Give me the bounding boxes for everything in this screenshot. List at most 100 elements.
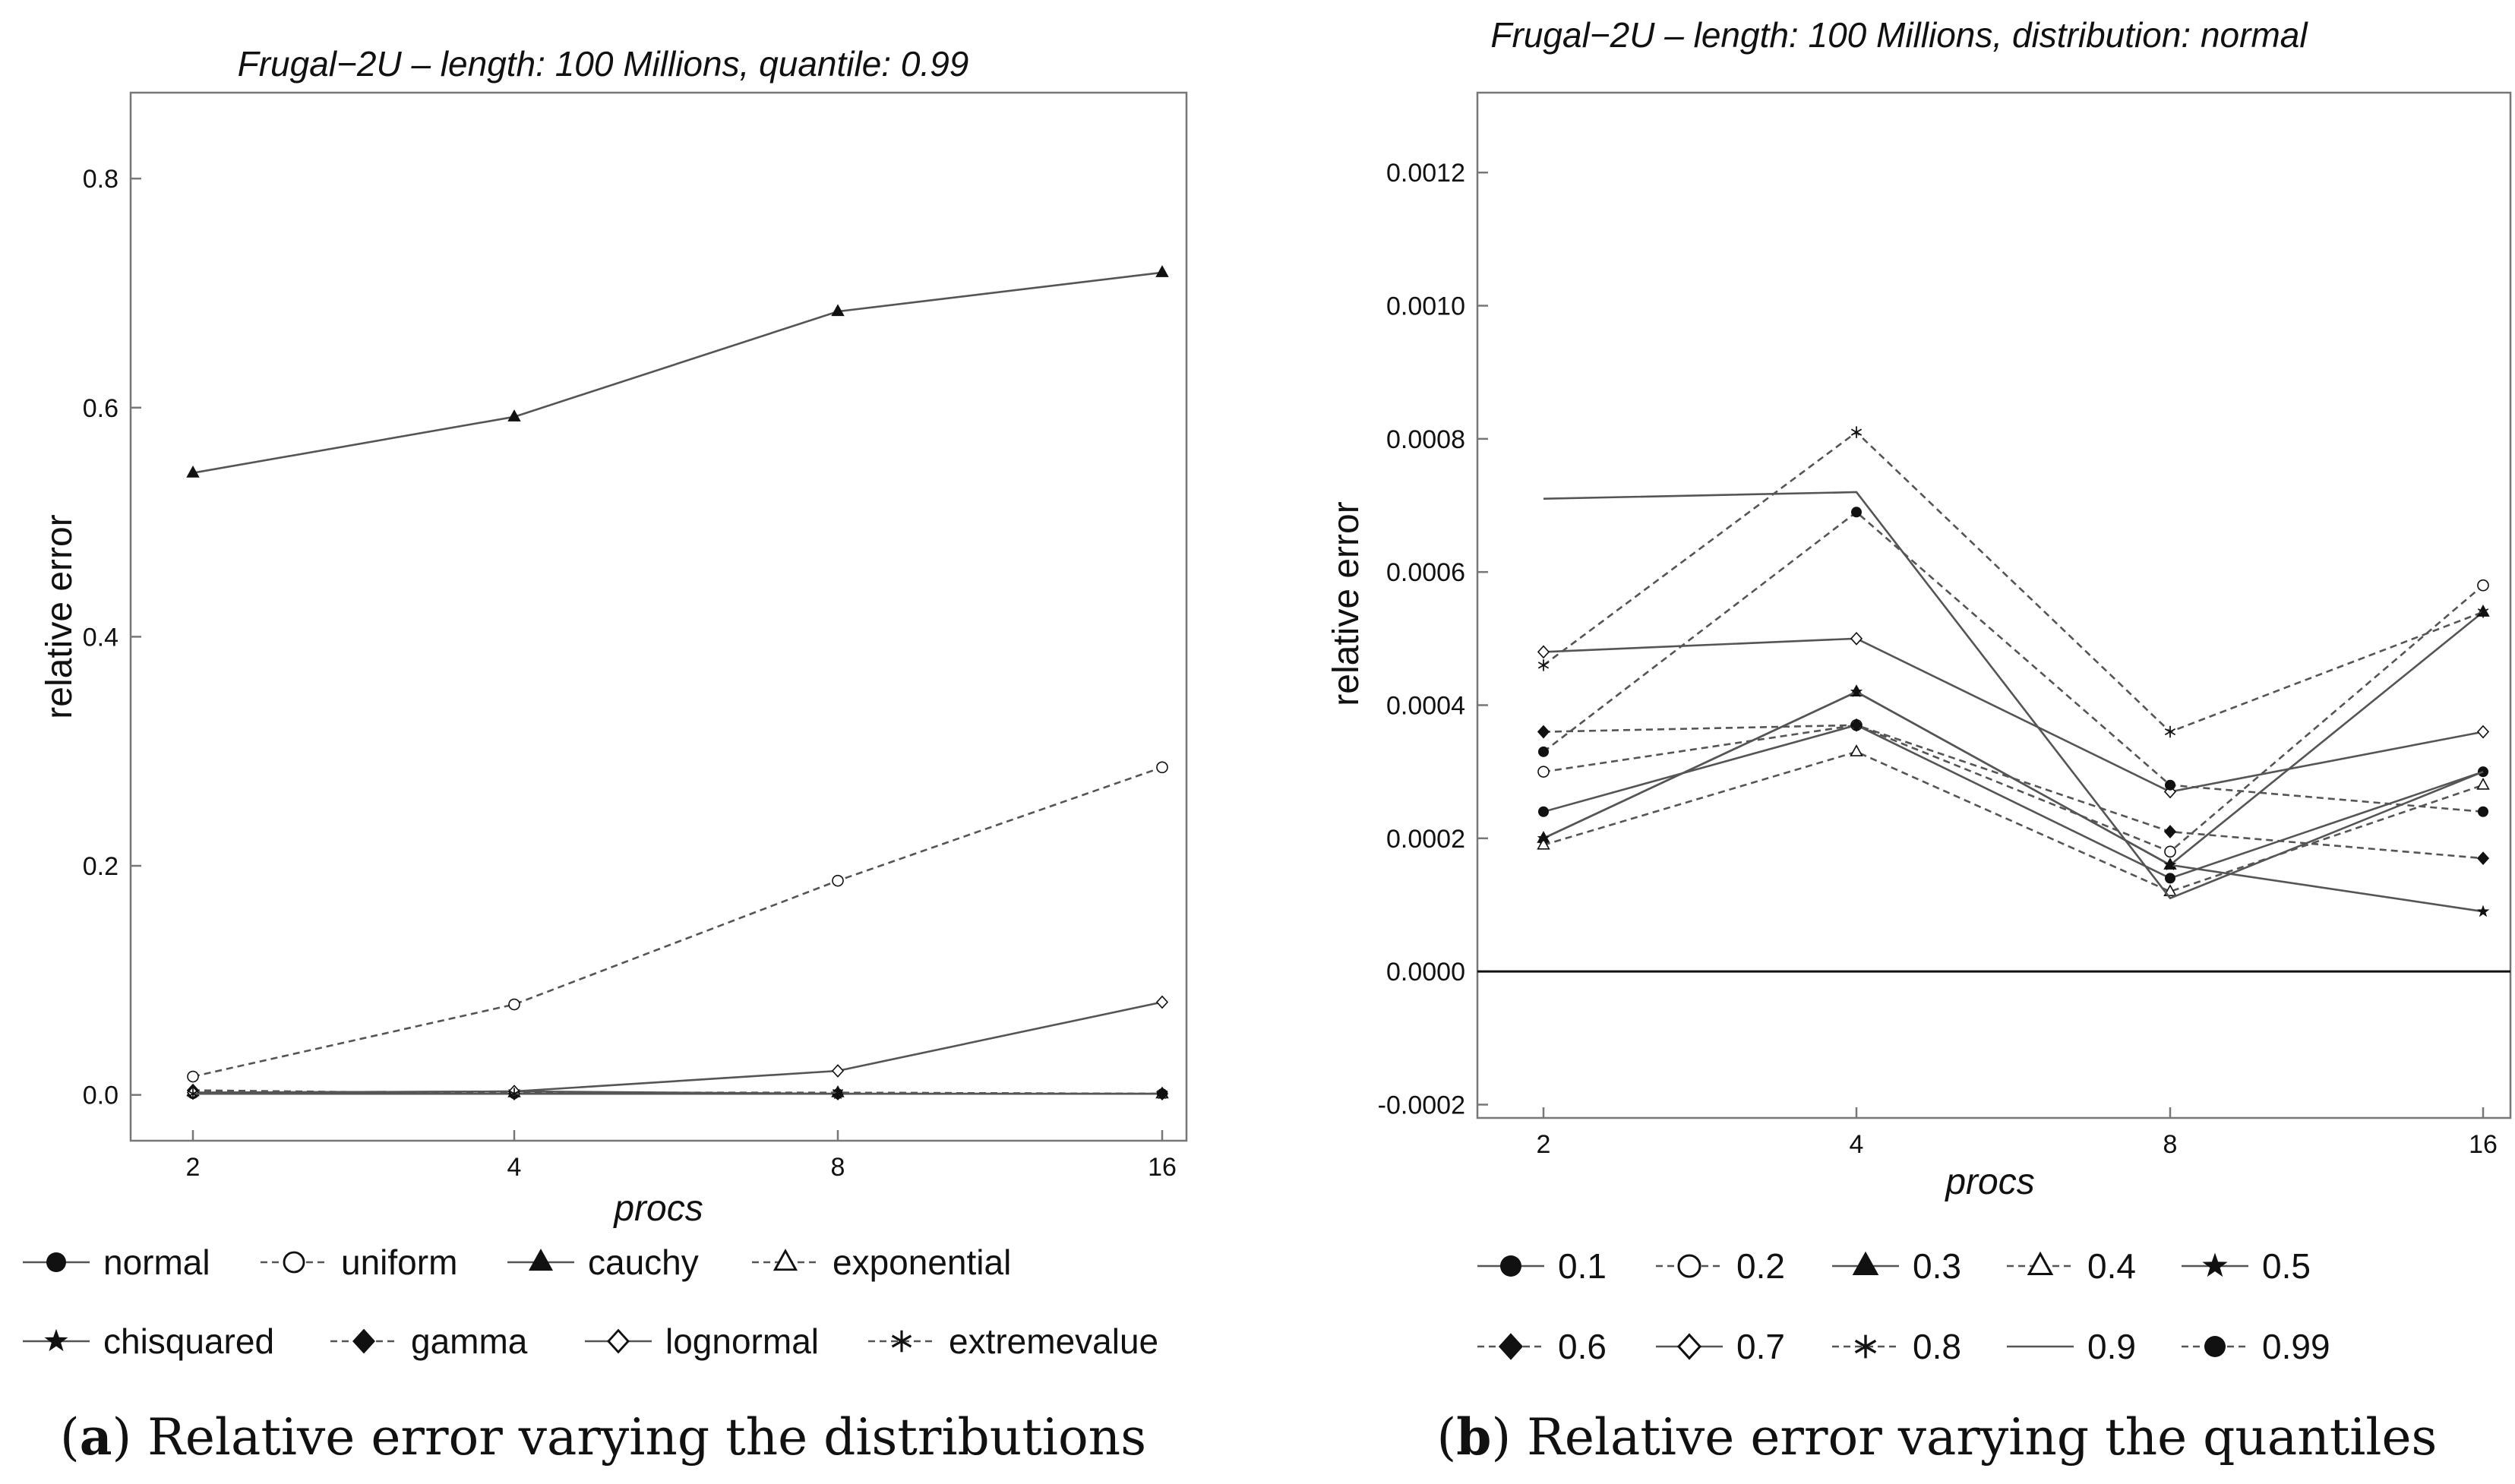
data-point xyxy=(2476,777,2490,790)
data-point xyxy=(2163,825,2177,838)
data-point xyxy=(831,1064,845,1078)
data-point xyxy=(508,1088,520,1100)
legend-item: extremevalue xyxy=(868,1321,1158,1361)
legend-label: 0.1 xyxy=(1558,1246,1607,1286)
legend-label: 0.5 xyxy=(2262,1246,2311,1286)
series-lognormal xyxy=(186,995,1169,1100)
series-line xyxy=(1543,491,2484,900)
series-line xyxy=(1543,611,2484,867)
legend-label: cauchy xyxy=(588,1242,699,1282)
data-point xyxy=(1537,659,1550,671)
series-extremevalue xyxy=(187,1086,1168,1100)
legend-marker xyxy=(1677,1254,1701,1278)
series-line xyxy=(1543,637,2484,793)
legend-marker xyxy=(44,1328,68,1352)
legend-item: 0.7 xyxy=(1656,1327,1785,1366)
panel-b-plot-frame xyxy=(1476,91,2512,1119)
legend-marker xyxy=(2204,1336,2226,1357)
legend-item: exponential xyxy=(752,1242,1011,1282)
legend-item: 0.8 xyxy=(1832,1327,1961,1366)
legend-item: uniform xyxy=(261,1242,457,1282)
panel-b: Frugal−2U – length: 100 Millions, distri… xyxy=(1326,15,2512,1467)
data-point xyxy=(832,874,844,887)
legend-marker xyxy=(2202,1252,2228,1277)
panel-a-caption-label: a xyxy=(80,1407,112,1467)
legend-marker xyxy=(1676,1333,1702,1360)
panel-a: Frugal−2U – length: 100 Millions, quanti… xyxy=(23,44,1188,1467)
panel-b-ylabel: relative error xyxy=(1326,501,1367,706)
legend-item: 0.9 xyxy=(2007,1327,2136,1366)
panel-b-x-ticks: 2 4 8 16 xyxy=(1537,1107,2498,1159)
x-tick-label: 8 xyxy=(2163,1130,2178,1159)
data-point xyxy=(1850,744,1863,756)
legend-item: gamma xyxy=(330,1321,528,1361)
series-0.8 xyxy=(1537,426,2489,738)
legend-label: 0.8 xyxy=(1913,1327,1961,1366)
data-point xyxy=(1537,837,1550,850)
y-tick-label: -0.0002 xyxy=(1378,1091,1465,1119)
data-point xyxy=(1850,426,1863,438)
data-point xyxy=(1538,746,1549,757)
y-tick-label: 0.0000 xyxy=(1386,958,1465,987)
legend-marker xyxy=(607,1328,630,1354)
y-tick-label: 0.4 xyxy=(83,623,118,652)
data-point xyxy=(507,409,521,422)
y-tick-label: 0.2 xyxy=(83,852,118,881)
data-point xyxy=(1156,1088,1168,1100)
y-tick-label: 0.0006 xyxy=(1386,558,1465,587)
series-line xyxy=(1543,510,2484,813)
data-point xyxy=(508,998,520,1011)
data-point xyxy=(831,304,845,317)
panel-b-series xyxy=(1537,426,2490,917)
legend-label: 0.4 xyxy=(2087,1246,2136,1286)
legend-label: lognormal xyxy=(665,1321,819,1361)
series-line xyxy=(192,271,1163,474)
series-line xyxy=(1543,431,2484,734)
data-point xyxy=(1537,725,1550,739)
panel-b-caption: (b) Relative error varying the quantiles xyxy=(1437,1407,2438,1467)
y-tick-label: 0.0002 xyxy=(1386,825,1465,854)
data-point xyxy=(2477,606,2489,618)
legend-item: 0.99 xyxy=(2182,1327,2330,1366)
panel-b-xlabel: procs xyxy=(1944,1162,2034,1202)
panel-a-ylabel: relative error xyxy=(39,514,80,718)
y-tick-label: 0.6 xyxy=(83,394,118,423)
legend-marker xyxy=(1852,1251,1879,1276)
data-point xyxy=(2476,905,2490,917)
legend-label: 0.7 xyxy=(1736,1327,1785,1366)
legend-label: normal xyxy=(103,1242,210,1282)
legend-label: 0.99 xyxy=(2262,1327,2330,1366)
legend-item: 0.5 xyxy=(2182,1246,2311,1286)
panel-a-y-ticks: 0.0 0.2 0.4 0.6 0.8 xyxy=(83,165,141,1110)
legend-item: 0.2 xyxy=(1656,1246,1785,1286)
series-line xyxy=(192,1001,1163,1094)
data-point xyxy=(2163,785,2177,799)
data-point xyxy=(187,1088,199,1100)
legend-label: 0.6 xyxy=(1558,1327,1607,1366)
panel-b-legend: 0.1 0.2 0.3 0.4 0.5 0.6 0.7 0.8 0.9 0.99 xyxy=(1477,1246,2330,1366)
series-0.4 xyxy=(1537,744,2490,896)
series-line xyxy=(1543,724,2484,860)
series-uniform xyxy=(187,761,1168,1083)
data-point xyxy=(1850,718,1863,732)
panel-b-title: Frugal−2U – length: 100 Millions, distri… xyxy=(1490,15,2308,55)
data-point xyxy=(2165,873,2175,884)
data-point xyxy=(1155,995,1169,1009)
panel-a-xlabel: procs xyxy=(612,1189,703,1229)
y-tick-label: 0.0012 xyxy=(1386,159,1465,188)
legend-item: chisquared xyxy=(23,1321,274,1361)
panel-b-caption-text: ) Relative error varying the quantiles xyxy=(1491,1408,2437,1467)
x-tick-label: 4 xyxy=(1850,1130,1864,1159)
legend-item: 0.1 xyxy=(1477,1246,1607,1286)
series-line xyxy=(1543,750,2484,893)
data-point xyxy=(2165,779,2175,791)
panel-a-plot-frame xyxy=(129,91,1188,1142)
y-tick-label: 0.0004 xyxy=(1386,691,1465,720)
y-tick-label: 0.8 xyxy=(83,165,118,194)
data-point xyxy=(1537,645,1550,659)
legend-marker xyxy=(352,1328,375,1354)
data-point xyxy=(2478,806,2488,817)
data-point xyxy=(2476,725,2490,739)
data-point xyxy=(1538,806,1549,817)
legend-marker xyxy=(528,1249,554,1271)
